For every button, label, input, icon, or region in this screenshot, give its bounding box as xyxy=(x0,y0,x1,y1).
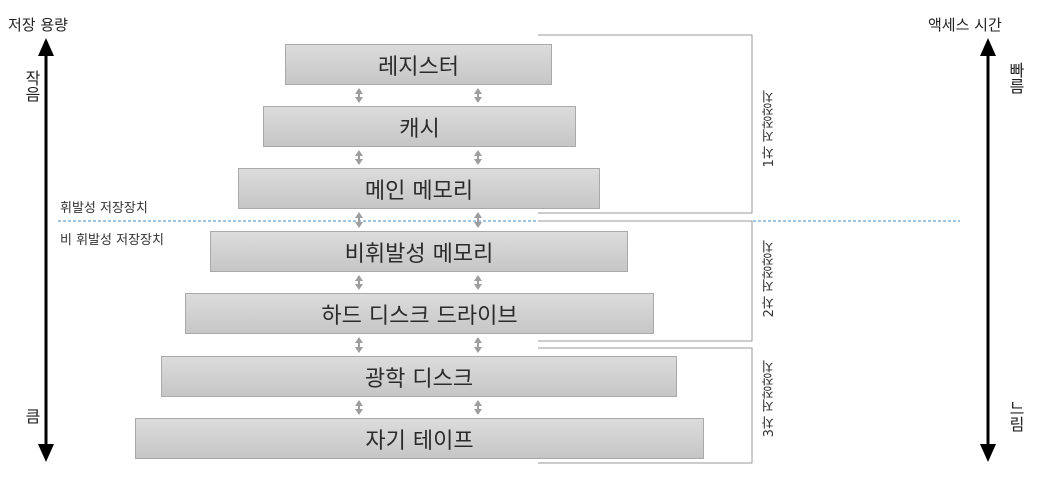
left-axis-arrow xyxy=(38,38,54,462)
right-axis-top-label: 빠름 xyxy=(1006,62,1025,94)
connector-arrow xyxy=(355,337,363,353)
connector-arrow xyxy=(355,150,363,165)
left-axis-title: 저장 용량 xyxy=(8,16,68,34)
group-primary-label: 1차 저장장치 xyxy=(762,90,777,168)
connector-arrow xyxy=(355,212,363,228)
level-register: 레지스터 xyxy=(285,44,552,85)
connector-arrow xyxy=(474,337,482,353)
connector-arrow xyxy=(355,275,363,290)
connector-arrow xyxy=(474,150,482,165)
bracket-tertiary xyxy=(538,347,753,464)
right-axis-title: 액세스 시간 xyxy=(928,16,1002,34)
level-optical-disk: 광학 디스크 xyxy=(161,356,677,397)
left-axis-bottom-label: 큼 xyxy=(22,408,41,424)
connector-arrow xyxy=(474,88,482,103)
level-cache: 캐시 xyxy=(263,106,576,147)
right-axis-bottom-label: 느림 xyxy=(1006,400,1025,432)
connector-arrow xyxy=(474,275,482,290)
connector-arrow xyxy=(474,212,482,228)
bracket-secondary xyxy=(538,220,753,342)
level-nonvolatile-memory: 비휘발성 메모리 xyxy=(210,231,628,272)
nonvolatile-label: 비 휘발성 저장장치 xyxy=(60,233,164,248)
connector-arrow xyxy=(355,88,363,103)
bracket-primary xyxy=(538,34,753,214)
connector-arrow xyxy=(474,400,482,415)
level-hard-disk-drive: 하드 디스크 드라이브 xyxy=(185,293,654,334)
left-axis-top-label: 작음 xyxy=(22,70,41,102)
level-connectors xyxy=(355,88,482,415)
group-tertiary-label: 3차 저장장치 xyxy=(762,360,777,438)
connector-arrow xyxy=(355,400,363,415)
group-secondary-label: 2차 저장장치 xyxy=(762,240,777,318)
volatile-label: 휘발성 저장장치 xyxy=(60,201,148,216)
level-magnetic-tape: 자기 테이프 xyxy=(135,418,704,459)
level-main-memory: 메인 메모리 xyxy=(238,168,600,209)
right-axis-arrow xyxy=(980,38,996,462)
